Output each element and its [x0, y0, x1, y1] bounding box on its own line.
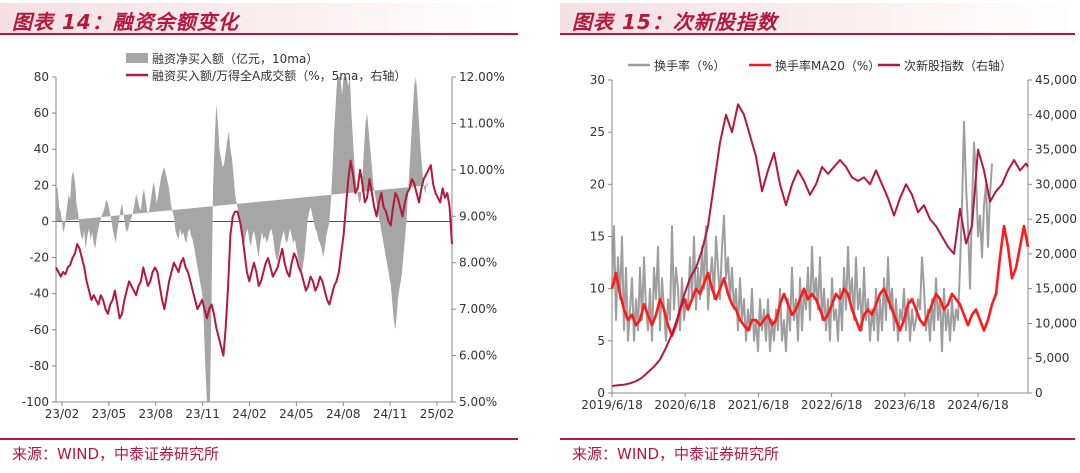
financing-balance-chart: 80 60 40 20 0 -20 -40 -60 -80 -100 12.00% 11.00% 10.… [22, 51, 505, 421]
x-tick-label: 23/05 [92, 407, 127, 421]
legend-swatch [126, 53, 148, 63]
x-tick-label: 24/02 [232, 407, 267, 421]
y-right-tick-label: 11.00% [459, 116, 505, 130]
x-tick-label: 2022/6/18 [801, 398, 863, 412]
y-right-tick-label: 7.00% [459, 302, 497, 316]
chart-title: 图表 14：融资余额变化 [12, 10, 239, 34]
y-right-tick-label: 40,000 [1035, 108, 1077, 122]
y-right-tick-label: 5.00% [459, 395, 497, 409]
new-stock-index-chart: 30 25 20 15 10 5 0 45,000 40,000 35,000 30,000 25,0… [581, 58, 1077, 412]
y-right-tick-label: 35,000 [1035, 143, 1077, 157]
legend-label: 换手率（%） [654, 58, 725, 73]
x-tick-label: 24/05 [279, 407, 314, 421]
y-left-tick-label: 60 [34, 106, 49, 120]
x-tick-label: 2024/6/18 [947, 398, 1009, 412]
legend-label: 次新股指数（右轴） [904, 58, 1012, 73]
legend-label: 融资净买入额（亿元，10ma） [152, 51, 318, 66]
legend-label: 融资买入额/万得全A成交额（%，5ma，右轴） [152, 68, 406, 83]
y-left-tick-label: 10 [590, 282, 605, 296]
y-right-tick-label: 8.00% [459, 256, 497, 270]
legend-label: 换手率MA20（%） [775, 58, 880, 73]
y-left-tick-label: -40 [29, 287, 49, 301]
series-area [56, 77, 429, 402]
y-right-tick-label: 45,000 [1035, 73, 1077, 87]
y-right-tick-label: 6.00% [459, 349, 497, 363]
y-right-tick-label: 9.00% [459, 209, 497, 223]
source-divider [560, 438, 1075, 440]
source-note: 来源：WIND，中泰证券研究所 [12, 445, 220, 463]
y-left-tick-label: 25 [590, 125, 605, 139]
y-right-tick-label: 12.00% [459, 70, 505, 84]
y-right-tick-label: 10.00% [459, 163, 505, 177]
source-divider [0, 438, 518, 440]
x-tick-label: 2021/6/18 [728, 398, 790, 412]
x-tick-label: 23/08 [138, 407, 173, 421]
y-left-tick-label: 5 [597, 334, 605, 348]
x-tick-label: 2020/6/18 [654, 398, 716, 412]
chart-title-bar: 图表 14：融资余额变化 [0, 3, 518, 35]
chart-title: 图表 15：次新股指数 [572, 10, 778, 34]
y-right-tick-label: 15,000 [1035, 282, 1077, 296]
y-left-tick-label: 30 [590, 73, 605, 87]
y-right-tick-label: 25,000 [1035, 212, 1077, 226]
chart-title-bar: 图表 15：次新股指数 [560, 3, 1075, 35]
series-line [611, 120, 993, 353]
x-tick-label: 2023/6/18 [874, 398, 936, 412]
y-right-tick-label: 20,000 [1035, 247, 1077, 261]
source-note: 来源：WIND，中泰证券研究所 [572, 445, 780, 463]
x-tick-label: 24/11 [373, 407, 408, 421]
y-left-tick-label: -20 [29, 251, 49, 265]
y-left-tick-label: -60 [29, 323, 49, 337]
y-left-tick-label: -100 [22, 395, 49, 409]
y-right-tick-label: 30,000 [1035, 177, 1077, 191]
y-right-tick-label: 5,000 [1035, 351, 1069, 365]
y-left-tick-label: 15 [590, 230, 605, 244]
y-right-tick-label: 0 [1035, 386, 1043, 400]
y-left-tick-label: 20 [34, 178, 49, 192]
y-left-tick-label: 0 [41, 214, 49, 228]
y-left-tick-label: 80 [34, 70, 49, 84]
x-tick-label: 24/08 [326, 407, 361, 421]
chart-panel-new-stock-index: 图表 15：次新股指数 30 25 20 15 10 5 0 45,000 40,000 35,0… [560, 0, 1080, 473]
y-left-tick-label: 0 [597, 386, 605, 400]
series-line [55, 159, 453, 357]
y-left-tick-label: 20 [590, 177, 605, 191]
y-left-tick-label: 40 [34, 142, 49, 156]
y-left-tick-label: -80 [29, 359, 49, 373]
x-tick-label: 23/11 [185, 407, 220, 421]
y-right-tick-label: 10,000 [1035, 316, 1077, 330]
x-tick-label: 25/02 [420, 407, 455, 421]
x-tick-label: 23/02 [45, 407, 80, 421]
x-tick-label: 2019/6/18 [581, 398, 643, 412]
series-line [611, 103, 1029, 387]
chart-panel-financing-balance: 图表 14：融资余额变化 80 60 40 20 0 -20 -40 -60 -80 -100 12… [0, 3, 518, 463]
